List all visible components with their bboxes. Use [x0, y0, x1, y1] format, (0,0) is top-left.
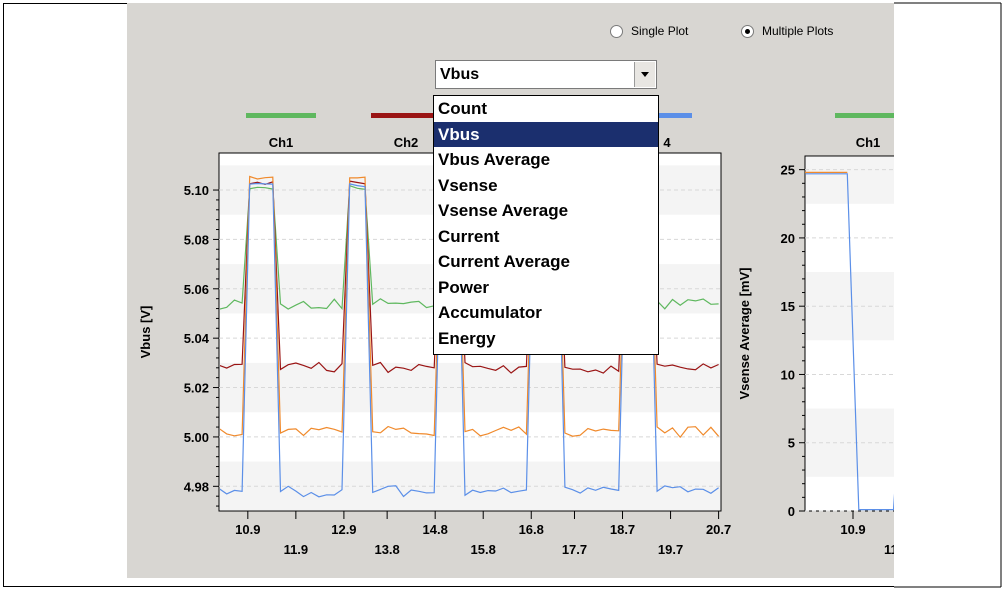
single-plot-label: Single Plot	[631, 24, 689, 38]
right-ytick-label: 0	[788, 504, 795, 519]
multiple-plots-radio[interactable]: Multiple Plots	[741, 24, 833, 38]
dropdown-option[interactable]: Power	[438, 277, 490, 297]
left-xtick-label: 10.9	[235, 522, 260, 537]
legend-swatch	[835, 113, 895, 118]
dropdown-option[interactable]: Vsense	[438, 175, 498, 195]
legend-label: 4	[663, 135, 671, 150]
left-ytick-label: 5.04	[184, 331, 210, 346]
left-grid-band	[220, 362, 720, 413]
left-ytick-label: 5.08	[184, 232, 209, 247]
right-xtick-label: 10.9	[840, 522, 865, 537]
left-xtick-label: 12.9	[331, 522, 356, 537]
radio-circle-icon[interactable]	[610, 24, 623, 38]
left-xtick-label: 13.8	[374, 542, 399, 557]
legend-swatch	[650, 113, 692, 118]
left-xtick-label: 18.7	[610, 522, 635, 537]
panel-clip-mask	[894, 0, 1006, 592]
legend-label: Ch2	[394, 135, 419, 150]
left-grid-band	[220, 461, 720, 510]
dropdown-option[interactable]: Current	[438, 226, 500, 246]
left-ytick-label: 5.10	[184, 183, 209, 198]
right-y-axis-label: Vsense Average [mV]	[737, 268, 752, 400]
left-y-axis-label: Vbus [V]	[138, 306, 153, 359]
channel-dropdown-list[interactable]: Count Vbus Vbus Average Vsense Vsense Averag…	[433, 95, 659, 355]
radio-checked-icon[interactable]	[741, 24, 754, 38]
left-xtick-label: 14.8	[423, 522, 448, 537]
dropdown-option[interactable]: Accumulator	[438, 303, 542, 322]
right-grid-band	[806, 157, 894, 204]
channel-select-value: Vbus	[440, 66, 480, 83]
legend-label: Ch1	[269, 135, 294, 150]
left-xtick-label: 11.9	[284, 542, 309, 557]
dropdown-option[interactable]: Energy	[438, 328, 496, 348]
right-ytick-label: 15	[781, 299, 795, 314]
right-ytick-label: 25	[781, 163, 795, 178]
left-xtick-label: 20.7	[706, 522, 731, 537]
legend-label: Ch1	[856, 135, 881, 150]
legend-swatch	[371, 113, 441, 118]
single-plot-radio[interactable]: Single Plot	[610, 24, 688, 38]
left-xtick-label: 16.8	[519, 522, 544, 537]
left-ytick-label: 5.02	[184, 381, 209, 396]
right-ytick-label: 5	[788, 436, 795, 451]
legend-swatch	[246, 113, 316, 118]
right-ytick-label: 10	[781, 367, 795, 382]
left-xtick-label: 15.8	[471, 542, 496, 557]
multiple-plots-label: Multiple Plots	[762, 24, 834, 38]
dropdown-option[interactable]: Vsense Average	[438, 201, 569, 220]
right-ytick-label: 20	[781, 231, 795, 246]
chevron-down-icon[interactable]	[634, 62, 655, 87]
left-ytick-label: 4.98	[184, 479, 209, 494]
dropdown-option[interactable]: Vbus	[434, 121, 658, 147]
left-xtick-label: 17.7	[562, 542, 587, 557]
dropdown-option[interactable]: Vbus Average	[438, 150, 551, 169]
channel-select[interactable]: Vbus	[435, 60, 657, 89]
left-xtick-label: 19.7	[658, 542, 683, 557]
left-ytick-label: 5.00	[184, 430, 209, 445]
dropdown-option[interactable]: Count	[438, 99, 488, 118]
dropdown-option[interactable]: Current Average	[438, 252, 570, 271]
left-ytick-label: 5.06	[184, 282, 209, 297]
